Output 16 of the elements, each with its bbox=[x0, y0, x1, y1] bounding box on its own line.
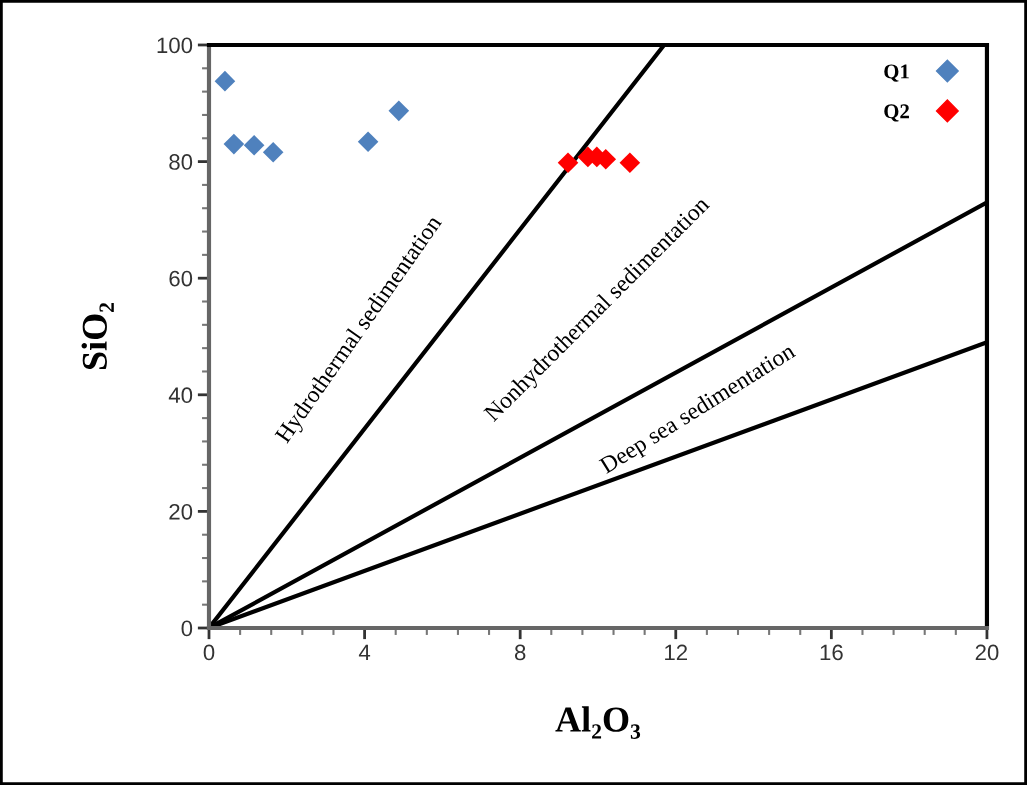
x-tick-label: 4 bbox=[358, 644, 371, 661]
y-tick-label: 80 bbox=[169, 154, 193, 170]
y-tick-label: 40 bbox=[168, 387, 193, 404]
y-tick-label: 0 bbox=[181, 620, 193, 637]
y-tick-label: 60 bbox=[169, 270, 193, 287]
x-tick-label: 20 bbox=[975, 644, 999, 661]
legend-label: Q1 bbox=[884, 64, 909, 82]
x-tick-label: 8 bbox=[514, 644, 526, 661]
x-tick-label: 12 bbox=[665, 644, 688, 661]
x-tick-label: 16 bbox=[820, 644, 843, 661]
legend-label: Q2 bbox=[884, 104, 909, 122]
y-axis-title: SiO₂ bbox=[81, 302, 114, 370]
y-tick-label: 20 bbox=[169, 503, 193, 520]
x-tick-label: 0 bbox=[203, 644, 215, 661]
y-tick-label: 100 bbox=[157, 37, 193, 54]
x-axis-title: Al₂O₃ bbox=[555, 706, 641, 739]
